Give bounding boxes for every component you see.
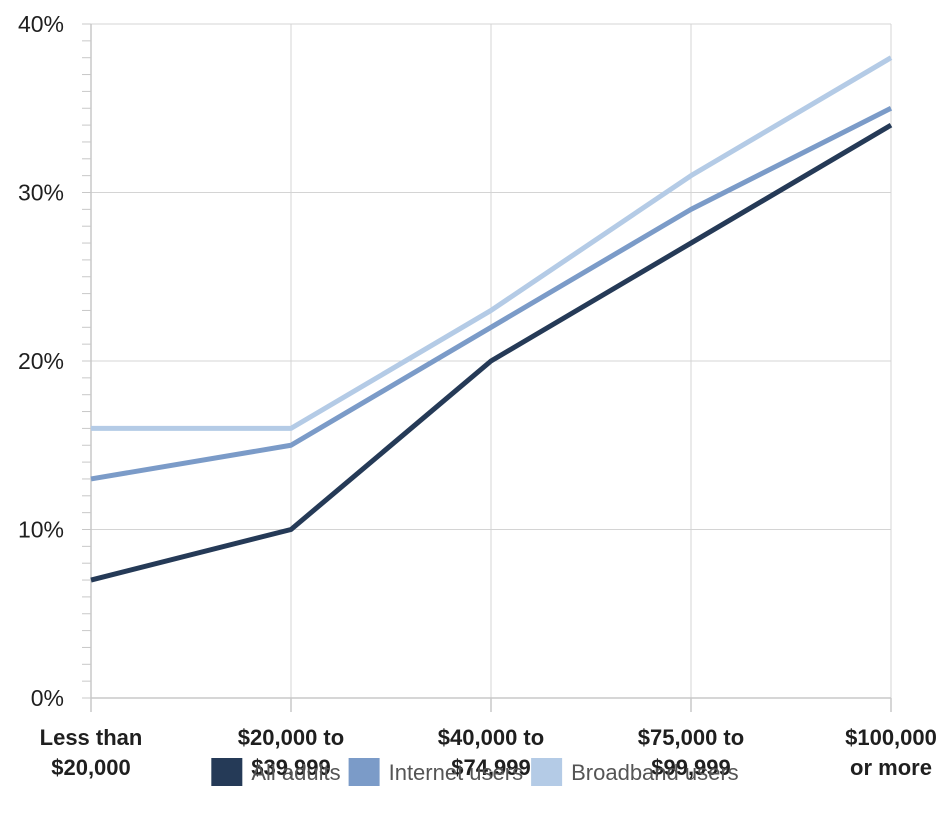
y-tick-labels: 0% 10% 20% 30% 40% bbox=[18, 11, 64, 711]
x-tick-label: $40,000 to bbox=[438, 725, 544, 750]
legend-swatch bbox=[531, 758, 563, 786]
x-tick-label: Less than bbox=[40, 725, 143, 750]
legend-label: All adults bbox=[251, 760, 340, 785]
x-tick-label: $75,000 to bbox=[638, 725, 744, 750]
series-line bbox=[91, 55, 893, 431]
x-tick-labels: Less than $20,000 $20,000 to $39,999 $40,000… bbox=[40, 698, 937, 780]
y-tick-label: 10% bbox=[18, 517, 64, 543]
x-tick-label: $39,999 bbox=[251, 755, 331, 780]
legend-label: Broadband users bbox=[571, 760, 739, 785]
legend-swatch bbox=[348, 758, 380, 786]
series-line bbox=[90, 106, 893, 482]
y-tick-label: 30% bbox=[18, 180, 64, 206]
legend-label: Internet users bbox=[389, 760, 524, 785]
series-lines bbox=[90, 55, 893, 583]
minor-ticks bbox=[82, 23, 91, 699]
y-tick-label: 40% bbox=[18, 11, 64, 37]
series-line bbox=[90, 122, 893, 583]
x-tick-label: $74,999 bbox=[451, 755, 531, 780]
x-tick-label: $20,000 to bbox=[238, 725, 344, 750]
x-tick-label: $100,000 bbox=[845, 725, 937, 750]
x-tick-label: or more bbox=[850, 755, 932, 780]
legend-swatch bbox=[211, 758, 243, 786]
x-tick-label: $99,999 bbox=[651, 755, 731, 780]
x-tick-label: $20,000 bbox=[51, 755, 131, 780]
legend: All adults Internet users Broadband users bbox=[211, 758, 739, 786]
y-tick-label: 20% bbox=[18, 348, 64, 374]
y-tick-label: 0% bbox=[31, 685, 64, 711]
